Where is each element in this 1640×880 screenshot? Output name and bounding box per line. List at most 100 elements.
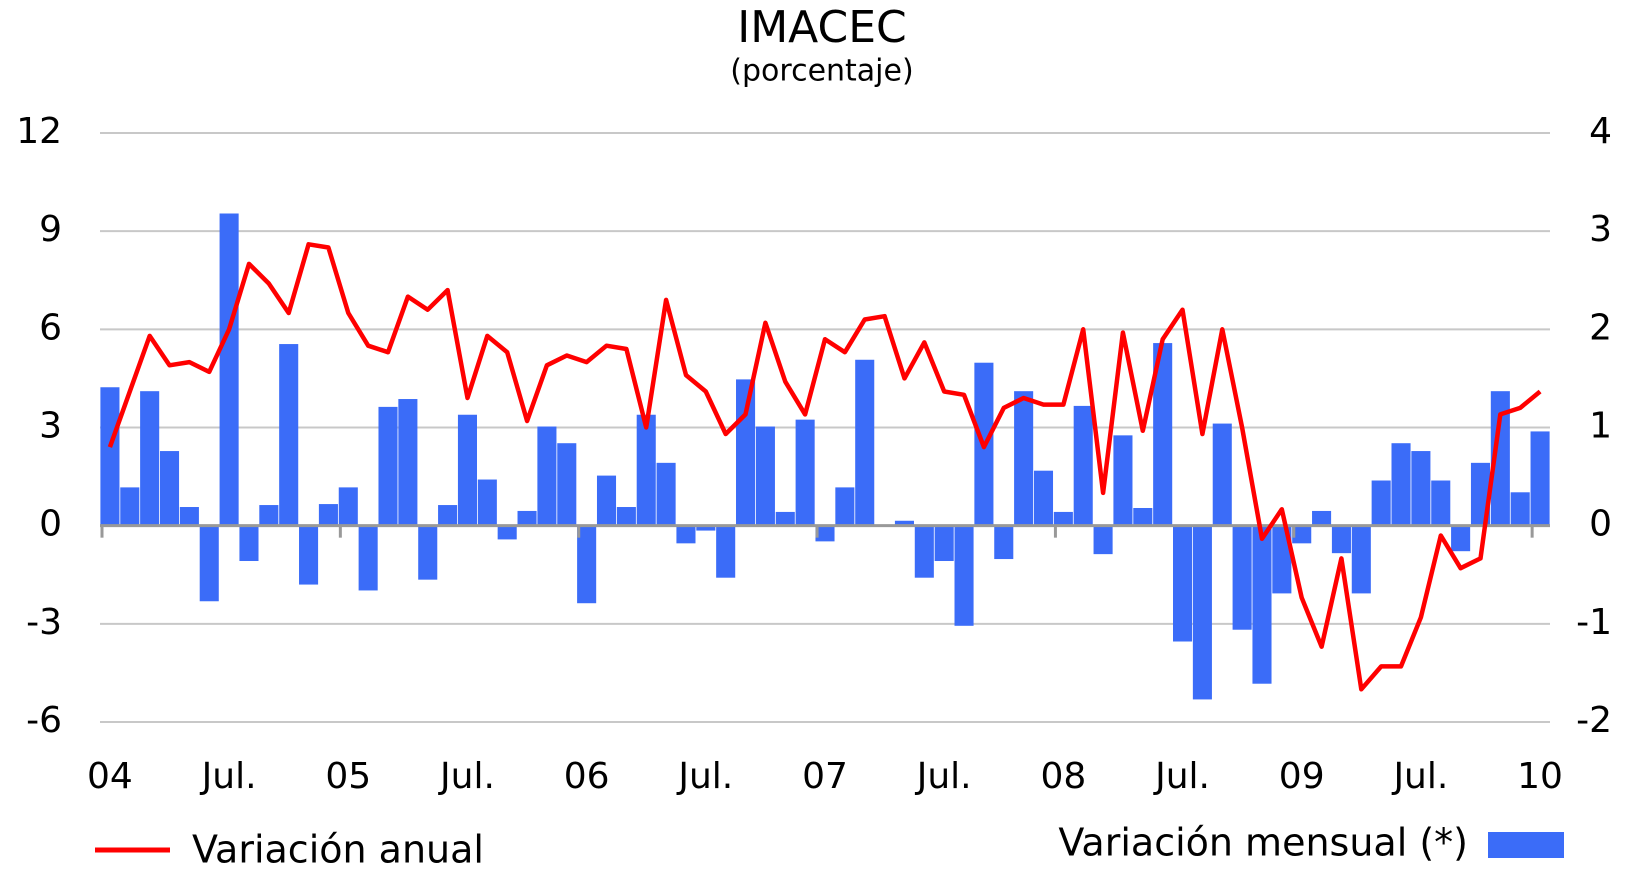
bar	[1351, 525, 1371, 594]
bar	[1014, 391, 1034, 526]
bar	[120, 487, 140, 526]
bar	[1312, 510, 1332, 526]
bar	[279, 344, 299, 526]
x-tick-label: 06	[564, 756, 610, 797]
legend: Variación anual Variación mensual (*)	[95, 821, 1564, 872]
x-tick-label: Jul.	[1153, 756, 1210, 797]
bar	[596, 475, 617, 526]
y-tick-label: 12	[16, 111, 62, 152]
y2-tick-label: 1	[1589, 406, 1612, 447]
bar	[477, 479, 497, 526]
y2-tick-label: -1	[1576, 602, 1612, 643]
bar	[1431, 480, 1451, 526]
bar	[1292, 525, 1312, 544]
bar	[696, 525, 716, 531]
x-tick-label: Jul.	[676, 756, 733, 797]
x-tick-label: 10	[1517, 756, 1563, 797]
y-tick-label: 9	[39, 209, 62, 250]
bar	[557, 443, 577, 526]
chart-title: IMACEC	[737, 2, 907, 53]
x-tick-label: Jul.	[915, 756, 972, 797]
bar	[1033, 470, 1054, 526]
bar	[994, 525, 1014, 560]
bar	[795, 419, 815, 526]
bar	[1451, 525, 1471, 552]
bars	[100, 213, 1550, 700]
bar	[1073, 405, 1093, 526]
bar	[1490, 391, 1510, 526]
bar	[676, 525, 696, 544]
bar	[239, 525, 259, 562]
x-tick-label: 08	[1040, 756, 1086, 797]
bar	[1252, 525, 1272, 684]
legend-label: Variación anual	[192, 828, 484, 872]
bar	[140, 391, 160, 526]
bar	[1331, 525, 1351, 554]
x-tick-label: 07	[802, 756, 848, 797]
y-tick-label: 0	[39, 504, 62, 545]
bar	[1173, 525, 1193, 642]
bar	[1153, 343, 1173, 526]
bar	[537, 426, 557, 526]
bar	[855, 359, 875, 526]
bar	[219, 213, 239, 526]
y2-tick-label: -2	[1576, 700, 1612, 741]
bar	[457, 414, 477, 526]
bar	[1232, 525, 1252, 630]
y2-tick-label: 0	[1589, 504, 1612, 545]
x-tick-label: Jul.	[1391, 756, 1448, 797]
bar	[835, 487, 855, 526]
bar	[934, 525, 954, 562]
bar	[1530, 431, 1550, 526]
bar	[1093, 525, 1113, 555]
bar	[159, 451, 180, 526]
bar	[775, 511, 795, 526]
chart-subtitle: (porcentaje)	[730, 54, 913, 89]
y2-tick-label: 2	[1589, 307, 1612, 348]
bar	[378, 406, 398, 526]
bar	[914, 525, 934, 578]
y2-tick-label: 4	[1589, 111, 1612, 152]
bar	[1272, 525, 1292, 594]
bar	[1510, 492, 1530, 526]
x-tick-label: 05	[325, 756, 371, 797]
bar	[736, 379, 756, 526]
bar	[1053, 511, 1073, 526]
bar	[1212, 423, 1232, 526]
bar	[656, 462, 676, 526]
y-tick-label: 6	[39, 307, 62, 348]
bar	[1411, 451, 1431, 526]
y-tick-label: 3	[39, 406, 62, 447]
bar	[1133, 507, 1153, 526]
bar	[954, 525, 974, 626]
bar	[1192, 525, 1212, 700]
bar	[100, 387, 120, 526]
lines	[107, 242, 1542, 692]
bar	[418, 525, 438, 580]
x-tick-label: Jul.	[438, 756, 495, 797]
bar	[338, 487, 358, 526]
bar	[179, 507, 199, 526]
line	[107, 242, 1542, 692]
bar	[358, 525, 378, 591]
bar	[318, 504, 338, 526]
bar	[1371, 480, 1391, 526]
x-tick-label: 04	[87, 756, 133, 797]
bar	[894, 520, 914, 526]
bar	[199, 525, 219, 602]
bar	[815, 525, 835, 542]
x-tick-label: 09	[1279, 756, 1325, 797]
bar	[398, 399, 418, 526]
bar	[755, 426, 775, 526]
bar	[1391, 443, 1411, 526]
bar	[497, 525, 517, 540]
bar	[259, 505, 279, 526]
bar	[517, 510, 537, 526]
bar	[299, 525, 319, 585]
bar	[1113, 435, 1133, 526]
bar	[438, 505, 458, 526]
y-tick-label: -6	[26, 700, 62, 741]
x-tick-label: Jul.	[200, 756, 257, 797]
